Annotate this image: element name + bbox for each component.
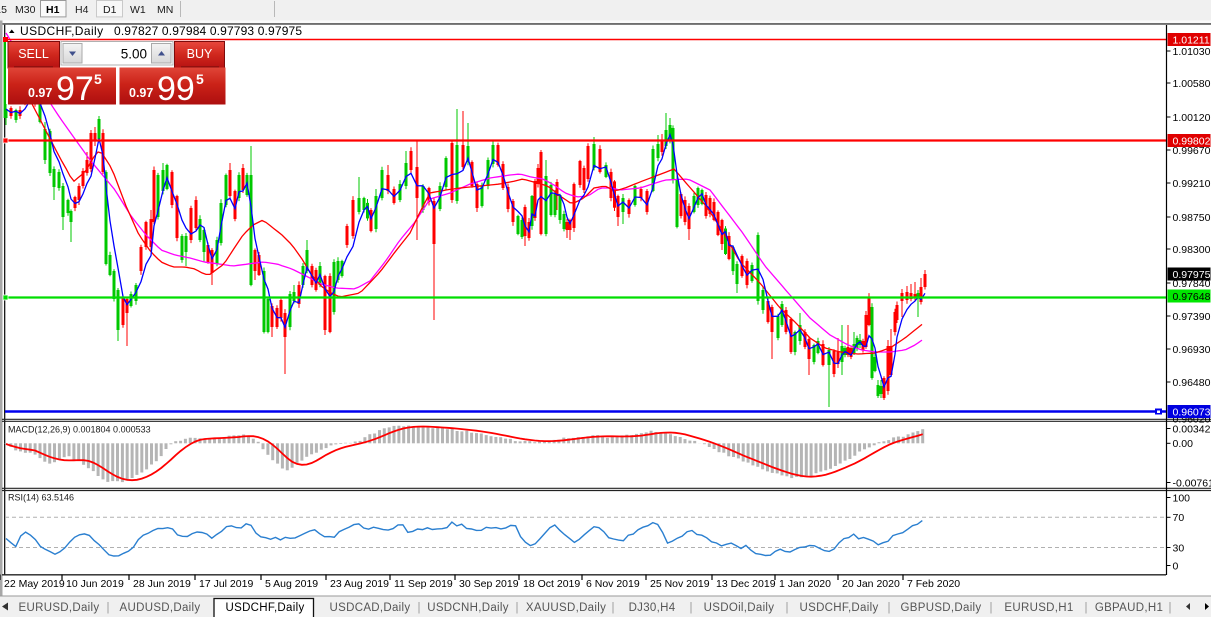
svg-text:XAUUSD,Daily: XAUUSD,Daily (526, 602, 606, 614)
svg-text:99: 99 (157, 70, 195, 108)
svg-text:W1: W1 (130, 4, 146, 16)
svg-text:1.01211: 1.01211 (1173, 34, 1210, 46)
svg-text:0.99210: 0.99210 (1173, 178, 1211, 190)
svg-text:SELL: SELL (18, 47, 49, 61)
svg-text:AUDUSD,Daily: AUDUSD,Daily (120, 602, 201, 614)
svg-text:0.97: 0.97 (129, 86, 153, 100)
svg-text:30 Sep 2019: 30 Sep 2019 (459, 578, 519, 590)
svg-text:0.96073: 0.96073 (1173, 406, 1211, 418)
svg-text:MN: MN (157, 4, 173, 16)
svg-text:H4: H4 (75, 4, 89, 16)
svg-text:|: | (888, 602, 891, 614)
svg-text:DJ30,H4: DJ30,H4 (629, 602, 676, 614)
svg-text:10 Jun 2019: 10 Jun 2019 (66, 578, 124, 590)
svg-text:|: | (1169, 602, 1172, 614)
svg-text:D1: D1 (103, 4, 117, 16)
svg-text:1.01030: 1.01030 (1173, 46, 1211, 58)
svg-text:MACD(12,26,9) 0.001804 0.00053: MACD(12,26,9) 0.001804 0.000533 (8, 425, 151, 435)
svg-text:13 Dec 2019: 13 Dec 2019 (716, 578, 776, 590)
svg-text:28 Jun 2019: 28 Jun 2019 (133, 578, 191, 590)
svg-text:20 Jan 2020: 20 Jan 2020 (842, 578, 900, 590)
svg-text:|: | (418, 602, 421, 614)
svg-text:M30: M30 (15, 4, 36, 16)
svg-text:1.00120: 1.00120 (1173, 112, 1211, 124)
svg-text:25 Nov 2019: 25 Nov 2019 (650, 578, 710, 590)
svg-text:|: | (107, 602, 110, 614)
svg-text:EURUSD,H1: EURUSD,H1 (1004, 602, 1073, 614)
svg-text:11 Sep 2019: 11 Sep 2019 (394, 578, 453, 590)
svg-text:GBPUSD,Daily: GBPUSD,Daily (901, 602, 982, 614)
svg-text:0.97840: 0.97840 (1173, 278, 1211, 290)
svg-text:70: 70 (1173, 512, 1185, 524)
svg-text:|: | (1085, 602, 1088, 614)
svg-text:6 Nov 2019: 6 Nov 2019 (586, 578, 640, 590)
svg-text:USDCHF,Daily: USDCHF,Daily (20, 24, 103, 38)
svg-text:|: | (786, 602, 789, 614)
svg-text:M15: M15 (0, 4, 7, 16)
svg-text:0.97: 0.97 (28, 86, 52, 100)
svg-text:0.96480: 0.96480 (1173, 377, 1211, 389)
svg-text:5.00: 5.00 (121, 47, 147, 62)
svg-text:|: | (516, 602, 519, 614)
svg-text:100: 100 (1173, 492, 1191, 504)
svg-text:0: 0 (1173, 560, 1179, 572)
svg-text:0.97975: 0.97975 (1173, 269, 1211, 281)
svg-text:|: | (690, 602, 693, 614)
svg-text:RSI(14) 63.5146: RSI(14) 63.5146 (8, 493, 74, 503)
svg-text:1.00580: 1.00580 (1173, 78, 1211, 90)
svg-text:H1: H1 (46, 4, 60, 16)
svg-text:USDCAD,Daily: USDCAD,Daily (330, 602, 411, 614)
svg-text:0.97648: 0.97648 (1173, 291, 1211, 303)
svg-text:0.99802: 0.99802 (1173, 135, 1211, 147)
svg-text:30: 30 (1173, 542, 1185, 554)
svg-text:23 Aug 2019: 23 Aug 2019 (330, 578, 389, 590)
svg-text:0.97827 0.97984 0.97793 0.9797: 0.97827 0.97984 0.97793 0.97975 (114, 24, 302, 38)
svg-text:97: 97 (56, 70, 94, 108)
svg-text:USDCHF,Daily: USDCHF,Daily (226, 602, 305, 614)
svg-text:5: 5 (196, 71, 204, 87)
svg-text:0.99670: 0.99670 (1173, 145, 1211, 157)
svg-text:7 Feb 2020: 7 Feb 2020 (907, 578, 960, 590)
svg-text:0.98300: 0.98300 (1173, 244, 1211, 256)
svg-text:0.97390: 0.97390 (1173, 311, 1211, 323)
svg-text:|: | (990, 602, 993, 614)
svg-text:BUY: BUY (187, 47, 213, 61)
svg-text:EURUSD,Daily: EURUSD,Daily (19, 602, 100, 614)
svg-text:USDCHF,Daily: USDCHF,Daily (800, 602, 879, 614)
svg-text:USDCNH,Daily: USDCNH,Daily (427, 602, 509, 614)
svg-text:-0.007615: -0.007615 (1173, 477, 1211, 489)
svg-text:18 Oct 2019: 18 Oct 2019 (523, 578, 580, 590)
svg-text:0.98750: 0.98750 (1173, 212, 1211, 224)
svg-text:5: 5 (94, 71, 102, 87)
svg-text:0.96930: 0.96930 (1173, 344, 1211, 356)
svg-text:GBPAUD,H1: GBPAUD,H1 (1095, 602, 1163, 614)
svg-text:USDOil,Daily: USDOil,Daily (704, 602, 775, 614)
svg-text:0.00: 0.00 (1173, 438, 1194, 450)
svg-text:1 Jan 2020: 1 Jan 2020 (779, 578, 831, 590)
svg-text:0.003428: 0.003428 (1173, 423, 1211, 435)
svg-text:17 Jul 2019: 17 Jul 2019 (199, 578, 253, 590)
svg-text:5 Aug 2019: 5 Aug 2019 (265, 578, 318, 590)
svg-text:22 May 2019: 22 May 2019 (4, 578, 65, 590)
svg-text:|: | (612, 602, 615, 614)
